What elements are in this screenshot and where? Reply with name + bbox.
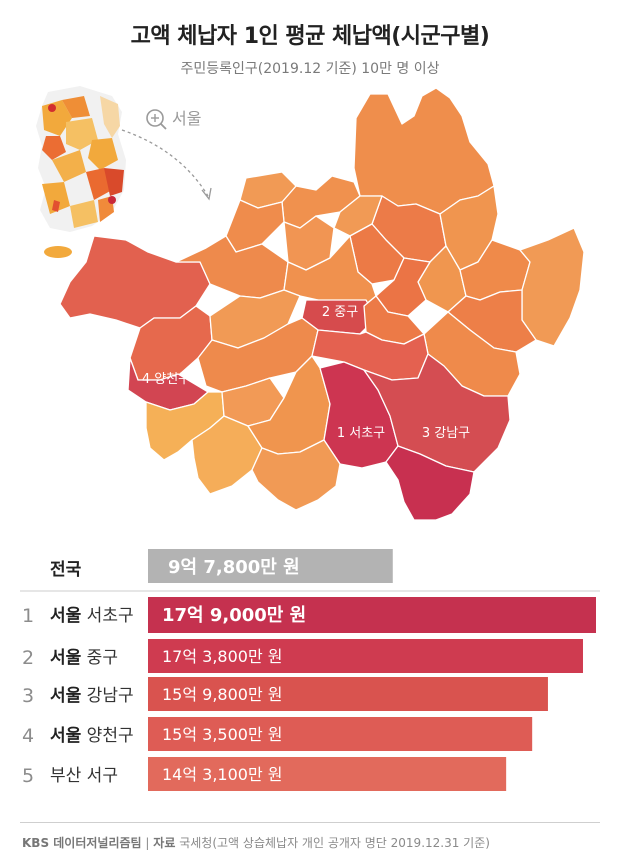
region-label: 서울 서초구	[50, 606, 134, 626]
zoom-icon	[146, 109, 167, 130]
korea-inset-map	[36, 86, 126, 258]
region-label: 서울 중구	[50, 648, 118, 668]
data-value-label: 14억 3,100만 원	[162, 765, 283, 784]
data-bar	[148, 757, 507, 791]
map-label-junggu: 2 중구	[322, 305, 358, 320]
bar-chart: 전국 9억 7,800만 원 1 서울 서초구 17억 9,000만 원 2 서울 중구 17…	[20, 549, 600, 791]
footer-source-text: 국세청(고액 상습체납자 개인 공개자 명단 2019.12.31 기준)	[179, 836, 490, 850]
national-value-label: 9억 7,800만 원	[168, 557, 300, 578]
data-bar	[148, 717, 533, 751]
zoom-label: 서울	[172, 109, 201, 128]
footer-divider	[20, 822, 600, 823]
data-value-label: 17억 9,000만 원	[162, 605, 306, 626]
rank-number: 3	[22, 685, 34, 707]
chart-title: 고액 체납자 1인 평균 체납액(시군구별)	[130, 24, 490, 49]
zoom-arrow	[121, 129, 209, 197]
seoul-map: 서울 2 중구 4 양천구	[36, 86, 585, 521]
seoul-districts	[59, 87, 585, 521]
footer: KBS 데이터저널리즘팀 | 자료 국세청(고액 상습체납자 개인 공개자 명단…	[22, 834, 490, 851]
region-label: 서울 강남구	[50, 686, 134, 706]
rank-number: 4	[22, 725, 34, 747]
data-value-label: 15억 9,800만 원	[162, 685, 283, 704]
region-label: 서울 양천구	[50, 726, 134, 746]
data-bar	[148, 639, 583, 673]
map-label-yangcheon: 4 양천구	[142, 372, 190, 387]
data-bar	[148, 677, 548, 711]
footer-source-label: 자료	[153, 836, 176, 850]
rank-number: 2	[22, 647, 34, 669]
data-value-label: 15억 3,500만 원	[162, 725, 283, 744]
national-bar	[148, 549, 393, 583]
region-label: 부산 서구	[50, 766, 118, 786]
footer-separator: |	[145, 836, 150, 850]
national-label: 전국	[50, 560, 82, 580]
rank-number: 5	[22, 765, 34, 787]
footer-brand: KBS 데이터저널리즘팀	[22, 836, 142, 850]
map-label-seocho: 1 서초구	[337, 426, 385, 441]
rank-number: 1	[22, 605, 34, 627]
chart-subtitle: 주민등록인구(2019.12 기준) 10만 명 이상	[180, 61, 440, 77]
data-bar	[148, 597, 596, 633]
map-label-gangnam: 3 강남구	[422, 426, 470, 441]
data-value-label: 17억 3,800만 원	[162, 647, 283, 666]
